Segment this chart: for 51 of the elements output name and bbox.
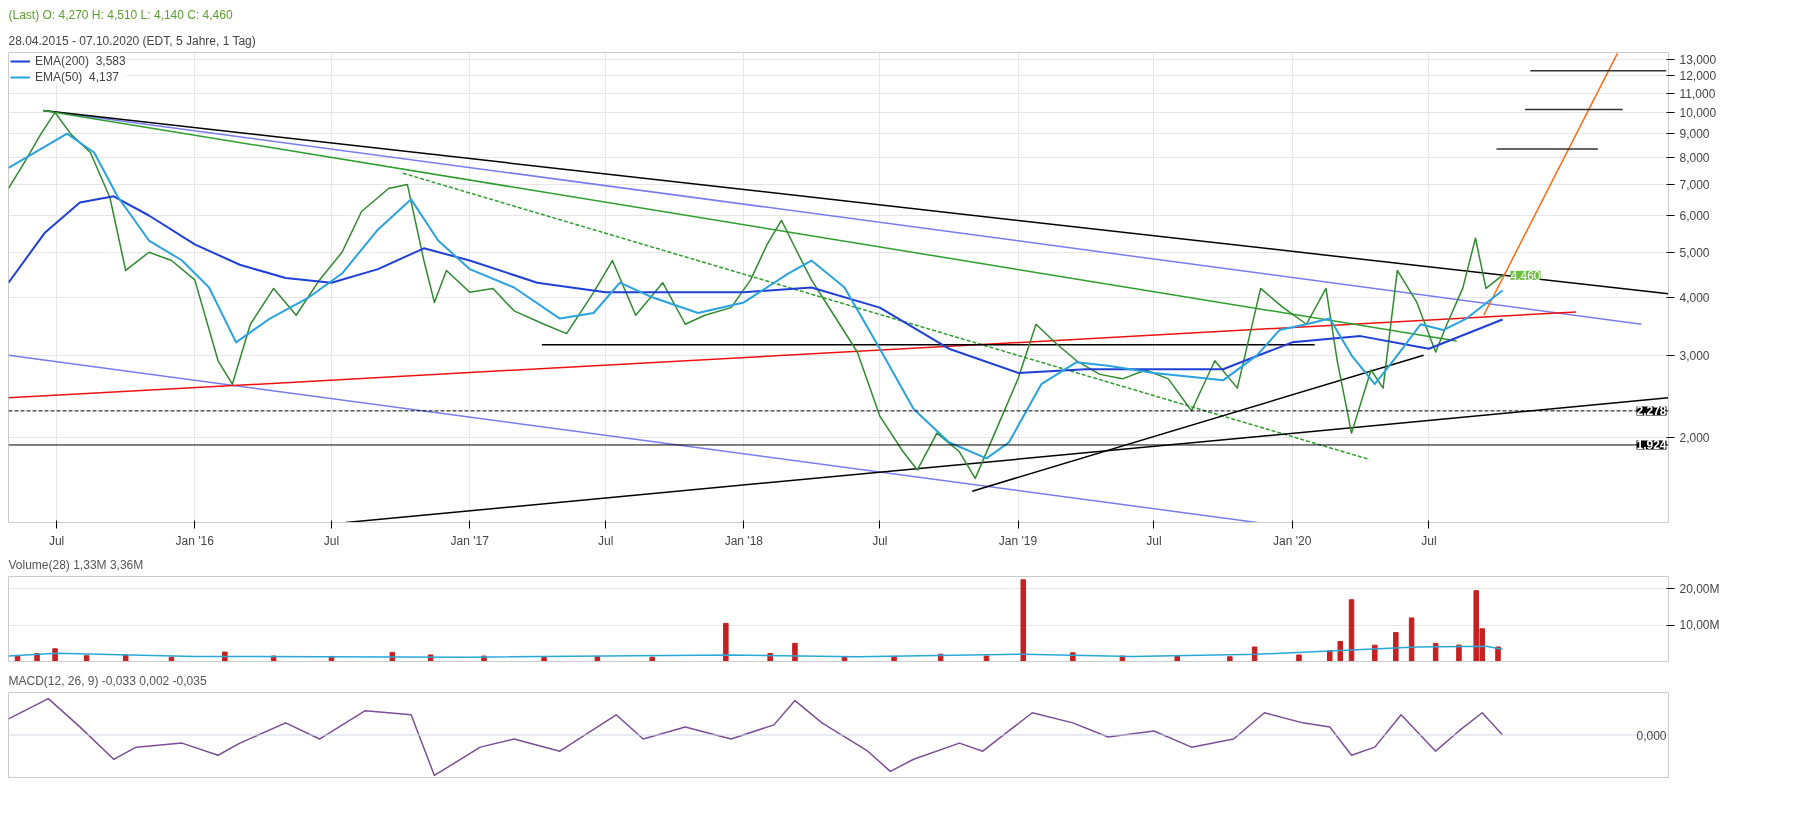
- y-tick-label: 11,000: [1679, 86, 1716, 101]
- bar: [541, 657, 547, 662]
- x-tick-label: Jan '20: [1273, 533, 1312, 548]
- y-tick-label: 7,000: [1679, 177, 1710, 192]
- x-tick-label: Jul: [597, 533, 614, 548]
- x-tick-label: Jul: [1421, 533, 1437, 548]
- y-tick-label: 13,000: [1679, 53, 1717, 68]
- y-tick-label: 2,000: [1679, 430, 1710, 445]
- y-tick-label: 8,000: [1679, 150, 1710, 165]
- annotation: 4,460: [1510, 268, 1541, 283]
- y-tick-label: 4,000: [1679, 290, 1710, 305]
- ref-line-label: 2,278: [1636, 404, 1667, 419]
- bar: [649, 656, 655, 662]
- bar: [83, 655, 90, 662]
- chart-title: (Last) O: 4,270 H: 4,510 L: 4,140 C: 4,460: [8, 7, 233, 22]
- bar: [1337, 641, 1344, 662]
- chart-title: MACD(12, 26, 9) -0,033 0,002 -0,035: [8, 673, 207, 688]
- x-tick-label: Jul: [48, 533, 65, 548]
- y-tick-label: 3,000: [1679, 348, 1710, 363]
- legend-label: EMA(200) 3,583: [35, 54, 126, 68]
- line-series: [8, 645, 1504, 658]
- y-tick-label: 5,000: [1679, 245, 1710, 260]
- legend-label: EMA(50) 4,137: [35, 70, 120, 84]
- x-tick-label: Jul: [872, 533, 888, 548]
- bar: [1408, 617, 1415, 662]
- text: 28.04.2015 - 07.10.2020 (EDT, 5 Jahre, 1 Tag): [8, 33, 256, 48]
- bar: [1020, 579, 1027, 662]
- y-tick-label: 12,000: [1679, 69, 1717, 84]
- x-tick-label: Jan '19: [998, 533, 1038, 548]
- x-tick-label: Jan '17: [450, 533, 490, 548]
- bar: [1296, 654, 1302, 662]
- chart-title: Volume(28) 1,33M 3,36M: [8, 557, 144, 572]
- bar: [1432, 642, 1439, 662]
- x-tick-label: Jul: [1146, 533, 1162, 548]
- x-tick-label: Jul: [323, 533, 340, 548]
- bar: [723, 622, 729, 662]
- ref-line-label: 1,924: [1636, 438, 1667, 453]
- ref-line-label: 0,000: [1636, 728, 1667, 743]
- y-tick-label: 10,00M: [1679, 618, 1720, 633]
- bar: [1251, 646, 1258, 662]
- bar: [1495, 646, 1501, 662]
- line-series: [8, 195, 1504, 374]
- bar: [1456, 644, 1462, 662]
- bar: [1393, 631, 1399, 662]
- bar: [1227, 656, 1233, 662]
- y-tick-label: 9,000: [1679, 127, 1710, 142]
- x-tick-label: Jan '16: [175, 533, 215, 548]
- y-tick-label: 10,000: [1679, 105, 1717, 120]
- y-tick-label: 20,00M: [1679, 581, 1720, 596]
- y-tick-label: 6,000: [1679, 209, 1710, 223]
- x-tick-label: Jan '18: [724, 533, 764, 548]
